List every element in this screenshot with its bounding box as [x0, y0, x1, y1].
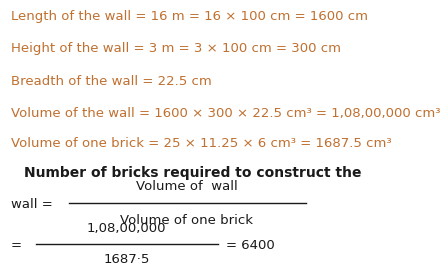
Text: Height of the wall = 3 m = 3 × 100 cm = 300 cm: Height of the wall = 3 m = 3 × 100 cm = … [11, 42, 341, 55]
Text: = 6400: = 6400 [226, 239, 275, 252]
Text: Volume of one brick: Volume of one brick [120, 214, 253, 227]
Text: Breadth of the wall = 22.5 cm: Breadth of the wall = 22.5 cm [11, 75, 212, 88]
Text: 1687·5: 1687·5 [103, 253, 150, 266]
Text: Volume of one brick = 25 × 11.25 × 6 cm³ = 1687.5 cm³: Volume of one brick = 25 × 11.25 × 6 cm³… [11, 137, 392, 150]
Text: Volume of  wall: Volume of wall [135, 180, 238, 193]
Text: Volume of the wall = 1600 × 300 × 22.5 cm³ = 1,08,00,000 cm³: Volume of the wall = 1600 × 300 × 22.5 c… [11, 107, 440, 120]
Text: =: = [11, 239, 22, 252]
Text: 1,08,00,000: 1,08,00,000 [87, 222, 166, 235]
Text: Length of the wall = 16 m = 16 × 100 cm = 1600 cm: Length of the wall = 16 m = 16 × 100 cm … [11, 10, 368, 22]
Text: Number of bricks required to construct the: Number of bricks required to construct t… [24, 166, 362, 180]
Text: wall =: wall = [11, 198, 53, 211]
